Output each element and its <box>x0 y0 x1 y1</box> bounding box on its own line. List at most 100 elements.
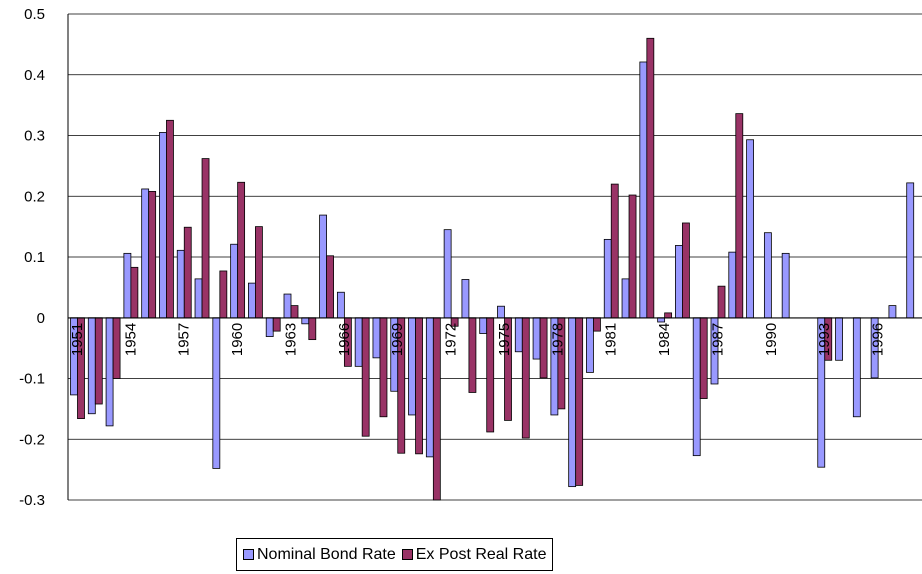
legend-item-nominal: Nominal Bond Rate <box>243 546 396 564</box>
bar-nominal-bond-rate <box>443 229 452 319</box>
bar-ex-post-real-rate <box>717 285 726 319</box>
bar-ex-post-real-rate <box>628 194 637 319</box>
bar-nominal-bond-rate <box>639 61 648 319</box>
y-tick-label: 0.2 <box>24 188 45 205</box>
bar-ex-post-real-rate <box>664 312 673 319</box>
y-tick-label: 0.4 <box>24 67 45 84</box>
legend-swatch-nominal <box>243 549 254 560</box>
y-tick-label: 0.5 <box>24 6 45 23</box>
bar-ex-post-real-rate <box>94 317 103 405</box>
bar-nominal-bond-rate <box>105 317 114 427</box>
bar-nominal-bond-rate <box>265 317 274 337</box>
y-tick-label: 0 <box>37 310 45 327</box>
bar-nominal-bond-rate <box>514 317 523 353</box>
x-tick-label: 1996 <box>870 323 887 356</box>
bar-nominal-bond-rate <box>746 139 754 319</box>
bar-nominal-bond-rate <box>212 317 221 469</box>
bar-nominal-bond-rate <box>87 317 96 415</box>
bar-ex-post-real-rate <box>361 317 370 437</box>
bar-ex-post-real-rate <box>272 317 281 332</box>
bar-ex-post-real-rate <box>521 317 530 439</box>
x-tick-label: 1954 <box>122 323 139 356</box>
bar-nominal-bond-rate <box>479 317 488 334</box>
bars <box>70 37 915 501</box>
bar-ex-post-real-rate <box>166 119 174 319</box>
bar-ex-post-real-rate <box>112 317 121 379</box>
bar-ex-post-real-rate <box>575 317 584 486</box>
bar-nominal-bond-rate <box>888 305 897 319</box>
bar-nominal-bond-rate <box>532 317 541 360</box>
bar-ex-post-real-rate <box>735 113 744 319</box>
bar-nominal-bond-rate <box>159 132 167 319</box>
bar-nominal-bond-rate <box>461 279 470 319</box>
bar-nominal-bond-rate <box>141 188 150 319</box>
bar-nominal-bond-rate <box>675 245 683 319</box>
bar-nominal-bond-rate <box>194 278 203 319</box>
bar-ex-post-real-rate <box>610 183 619 319</box>
bar-nominal-bond-rate <box>835 317 843 361</box>
bar-nominal-bond-rate <box>301 317 310 325</box>
bar-ex-post-real-rate <box>308 317 317 341</box>
x-tick-label: 1966 <box>336 323 353 356</box>
x-tick-label: 1960 <box>229 323 246 356</box>
bar-ex-post-real-rate <box>183 226 192 319</box>
bar-nominal-bond-rate <box>248 282 256 319</box>
x-tick-label: 1969 <box>389 323 406 356</box>
legend-swatch-real <box>401 549 413 560</box>
bar-ex-post-real-rate <box>593 317 601 332</box>
bar-nominal-bond-rate <box>230 243 239 319</box>
bar-ex-post-real-rate <box>255 226 263 319</box>
bar-nominal-bond-rate <box>408 317 416 416</box>
bar-ex-post-real-rate <box>326 255 334 319</box>
x-tick-label: 1987 <box>709 323 726 356</box>
legend-label-real: Ex Post Real Rate <box>415 545 547 563</box>
x-tick-label: 1990 <box>763 323 780 356</box>
bar-nominal-bond-rate <box>621 278 630 319</box>
y-tick-label: -0.3 <box>19 492 45 509</box>
bar-nominal-bond-rate <box>603 238 612 319</box>
bar-nominal-bond-rate <box>586 317 594 373</box>
bar-ex-post-real-rate <box>148 190 157 319</box>
bar-ex-post-real-rate <box>468 317 477 393</box>
x-tick-label: 1975 <box>496 323 513 356</box>
x-tick-label: 1981 <box>603 323 620 356</box>
x-tick-label: 1951 <box>69 323 86 356</box>
bar-ex-post-real-rate <box>237 181 246 319</box>
bar-nominal-bond-rate <box>692 317 701 457</box>
x-tick-label: 1963 <box>282 323 299 356</box>
bar-ex-post-real-rate <box>201 158 210 319</box>
bar-ex-post-real-rate <box>379 317 388 418</box>
bar-ex-post-real-rate <box>486 317 495 433</box>
bar-ex-post-real-rate <box>539 317 548 379</box>
bar-nominal-bond-rate <box>283 293 292 319</box>
legend-label-nominal: Nominal Bond Rate <box>257 545 396 563</box>
bar-ex-post-real-rate <box>415 317 423 455</box>
bar-ex-post-real-rate <box>219 270 228 319</box>
x-tick-label: 1972 <box>443 323 460 356</box>
bar-nominal-bond-rate <box>781 252 790 319</box>
y-tick-label: 0.1 <box>24 249 45 266</box>
bar-ex-post-real-rate <box>432 317 441 501</box>
bar-nominal-bond-rate <box>852 317 861 418</box>
bar-nominal-bond-rate <box>372 317 381 359</box>
bar-nominal-bond-rate <box>425 317 434 458</box>
x-tick-label: 1957 <box>176 323 193 356</box>
gridlines <box>68 13 922 501</box>
y-tick-label: -0.1 <box>19 371 45 388</box>
legend-item-real: Ex Post Real Rate <box>401 545 547 564</box>
bar-nominal-bond-rate <box>763 232 772 319</box>
legend: Nominal Bond Rate Ex Post Real Rate <box>236 538 554 571</box>
bar-nominal-bond-rate <box>906 182 915 319</box>
bar-ex-post-real-rate <box>290 305 299 319</box>
y-tick-label: 0.3 <box>24 128 45 145</box>
bar-ex-post-real-rate <box>646 37 655 319</box>
bar-nominal-bond-rate <box>336 291 345 319</box>
x-tick-label: 1984 <box>656 323 673 356</box>
x-tick-labels: 1951 1954 1957 1960 1963 1966 1969 1972 1975 1978… <box>69 323 887 356</box>
bar-nominal-bond-rate <box>319 214 327 319</box>
bar-nominal-bond-rate <box>354 317 363 367</box>
x-tick-label: 1978 <box>549 323 566 356</box>
bar-nominal-bond-rate <box>568 317 577 488</box>
bar-nominal-bond-rate <box>497 305 505 319</box>
